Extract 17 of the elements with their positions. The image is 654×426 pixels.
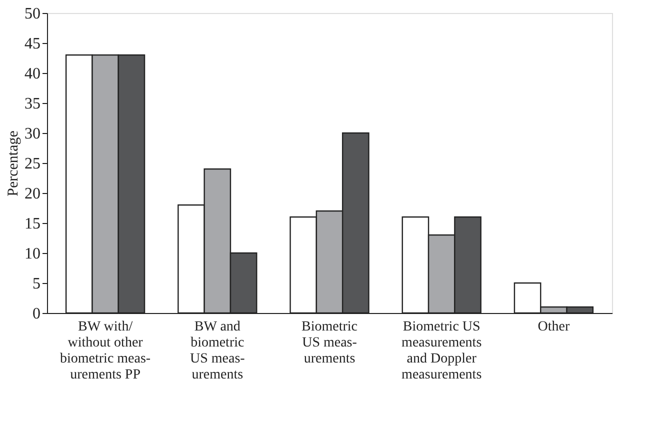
- y-tick-label: 10: [24, 246, 40, 262]
- y-tick-label: 30: [24, 126, 40, 142]
- y-tick-label: 50: [24, 6, 40, 22]
- y-tick-label: 0: [32, 306, 40, 322]
- y-tick-label: 5: [32, 276, 40, 292]
- x-tick-label: BW with/ without other biometric meas- urements PP: [60, 320, 151, 382]
- x-tick-label: Biometric US measurements and Doppler measurements: [402, 320, 482, 382]
- x-tick-label: BW and biometric US meas- urements: [190, 320, 246, 382]
- y-tick-label: 25: [24, 156, 40, 172]
- y-axis-title: Percentage: [6, 130, 22, 196]
- y-tick-label: 15: [24, 216, 40, 232]
- y-tick-label: 40: [24, 66, 40, 82]
- x-tick-label: Biometric US meas- urements: [302, 320, 358, 366]
- y-tick-label: 35: [24, 96, 40, 112]
- y-tick-label: 20: [24, 186, 40, 202]
- y-tick-label: 45: [24, 36, 40, 52]
- x-tick-label: Other: [538, 320, 570, 334]
